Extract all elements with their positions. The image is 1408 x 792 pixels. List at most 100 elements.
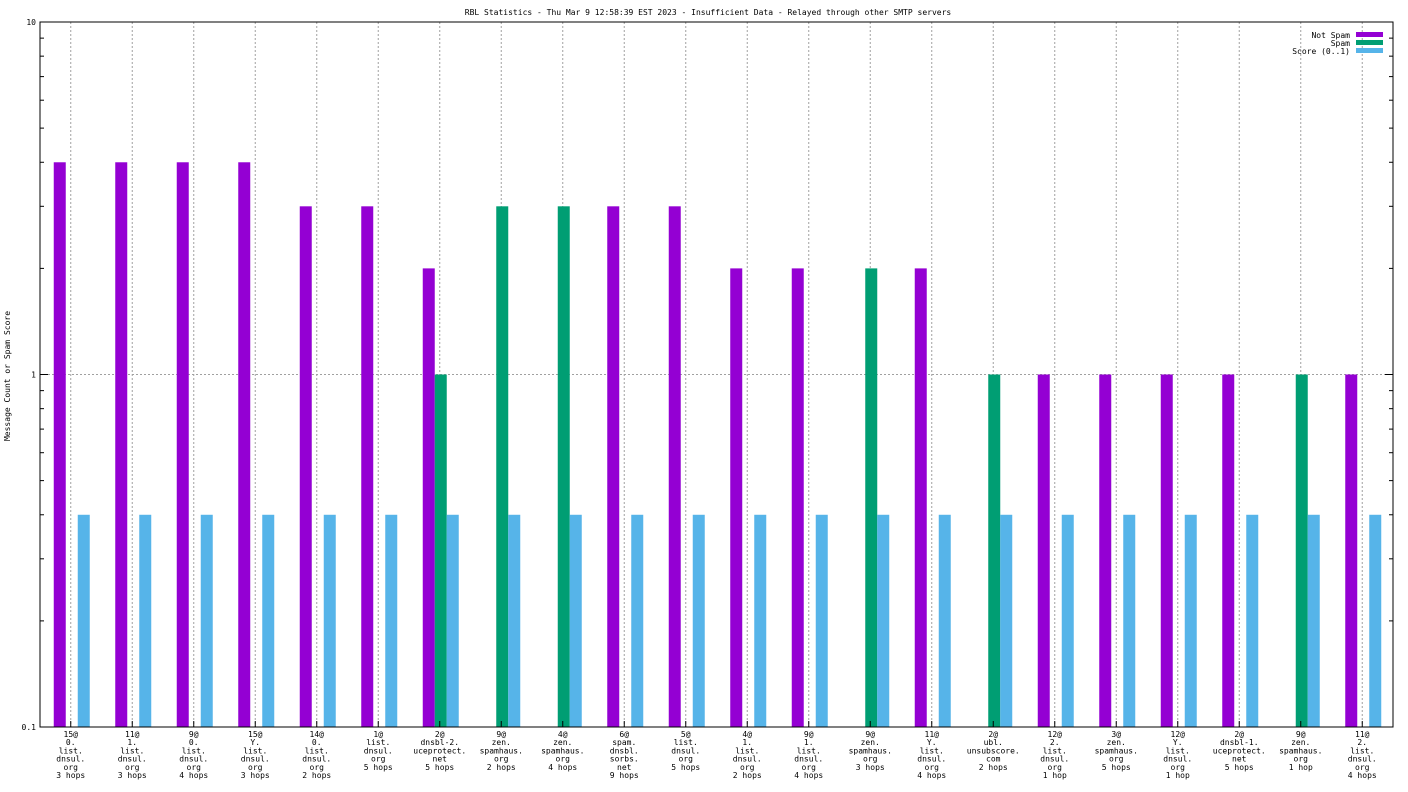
x-tick-label: 1. (804, 738, 814, 747)
x-tick-label: dnsul. (179, 755, 208, 764)
x-tick-label: dnsul. (364, 746, 393, 755)
x-tick-label: 4@ (742, 730, 752, 739)
x-tick-label: 2@ (988, 730, 998, 739)
legend-swatch (1356, 40, 1383, 45)
x-tick-label: 1 hop (1289, 763, 1313, 772)
bar-score-0-1--20 (1307, 514, 1320, 727)
x-tick-label: 1. (127, 738, 137, 747)
x-tick-label: dnsbl-1. (1220, 738, 1259, 747)
plot-frame (39, 21, 1394, 728)
x-tick-label: 3@ (1111, 730, 1121, 739)
x-tick-label: 11@ (125, 730, 140, 739)
x-tick-label: 14@ (310, 730, 325, 739)
x-tick-label: 0. (66, 738, 76, 747)
x-tick-label: unsubscore. (967, 746, 1020, 755)
x-tick-label: org (1171, 763, 1186, 772)
x-tick-label: uceprotect. (413, 746, 466, 755)
x-tick-label: zen. (553, 738, 572, 747)
legend-label: Spam (1331, 39, 1350, 48)
x-tick-label: org (556, 755, 571, 764)
x-tick-label: org (925, 763, 940, 772)
bar-score-0-1--19 (1246, 514, 1259, 727)
x-tick-label: list. (59, 746, 83, 755)
x-tick-label: org (1294, 755, 1309, 764)
x-tick-label: ubl. (984, 738, 1003, 747)
y-axis-ticks: 0.1 1 10 (22, 18, 1393, 732)
bar-score-0-1--15 (1000, 514, 1013, 727)
x-tick-label: 5 hops (364, 763, 393, 772)
bar-spam-20 (1295, 374, 1308, 727)
bar-not-spam-3 (238, 162, 251, 727)
bar-spam-13 (865, 268, 878, 727)
x-tick-label: 2@ (1234, 730, 1244, 739)
legend-swatch (1356, 32, 1383, 37)
x-tick-label: list. (920, 746, 944, 755)
x-tick-label: spamhaus. (541, 746, 584, 755)
x-tick-label: net (433, 755, 448, 764)
x-tick-label: net (1232, 755, 1247, 764)
legend-label: Score (0..1) (1292, 47, 1350, 56)
bar-not-spam-2 (176, 162, 189, 727)
x-tick-label: org (1355, 763, 1370, 772)
x-tick-label: list. (1350, 746, 1374, 755)
x-tick-label: dnsul. (733, 755, 762, 764)
x-tick-label: 0. (189, 738, 199, 747)
bar-score-0-1--21 (1369, 514, 1382, 727)
chart-title: RBL Statistics - Thu Mar 9 12:58:39 EST … (465, 8, 952, 17)
bar-score-0-1--10 (692, 514, 705, 727)
bars (53, 162, 1382, 727)
x-tick-label: Y. (927, 738, 937, 747)
x-tick-label: org (679, 755, 694, 764)
x-tick-label: 5 hops (1225, 763, 1254, 772)
x-tick-label: 4 hops (794, 771, 823, 780)
bar-score-0-1--1 (139, 514, 152, 727)
x-tick-label: 15@ (248, 730, 263, 739)
x-tick-label: list. (120, 746, 144, 755)
x-tick-label: org (1048, 763, 1063, 772)
y-axis-label: Message Count or Spam Score (3, 311, 12, 441)
x-tick-label: 9@ (189, 730, 199, 739)
x-tick-label: 5 hops (671, 763, 700, 772)
bar-not-spam-0 (53, 162, 66, 727)
x-tick-label: 15@ (64, 730, 79, 739)
bar-not-spam-10 (668, 206, 681, 727)
bar-not-spam-9 (607, 206, 620, 727)
bar-not-spam-18 (1160, 374, 1173, 727)
x-tick-label: org (740, 763, 755, 772)
x-tick-label: org (187, 763, 202, 772)
x-tick-label: 6@ (619, 730, 629, 739)
x-tick-label: dnsul. (1163, 755, 1192, 764)
x-tick-label: org (494, 755, 509, 764)
bar-spam-7 (496, 206, 509, 727)
x-tick-label: dnsul. (302, 755, 331, 764)
bar-score-0-1--0 (77, 514, 90, 727)
bar-not-spam-14 (914, 268, 927, 727)
x-tick-label: zen. (1107, 738, 1126, 747)
x-tick-label: com (986, 755, 1001, 764)
x-tick-label: org (64, 763, 79, 772)
bar-score-0-1--4 (323, 514, 336, 727)
x-tick-label: spamhaus. (480, 746, 523, 755)
x-tick-label: list. (182, 746, 206, 755)
x-tick-label: 4@ (558, 730, 568, 739)
x-tick-label: list. (243, 746, 267, 755)
x-tick-label: list. (366, 738, 390, 747)
x-tick-label: dnsbl-2. (420, 738, 459, 747)
x-tick-label: 2 hops (733, 771, 762, 780)
y-tick-label: 1 (31, 371, 36, 380)
x-tick-label: 5@ (681, 730, 691, 739)
bar-spam-6 (434, 374, 447, 727)
x-tick-label: zen. (492, 738, 511, 747)
x-tick-label: org (125, 763, 140, 772)
y-tick-label: 10 (26, 18, 36, 27)
x-tick-label: 2 hops (302, 771, 331, 780)
bar-score-0-1--9 (631, 514, 644, 727)
bar-not-spam-16 (1037, 374, 1050, 727)
x-tick-label: dnsul. (917, 755, 946, 764)
bar-not-spam-12 (791, 268, 804, 727)
x-tick-label: dnsul. (56, 755, 85, 764)
x-tick-label: list. (305, 746, 329, 755)
x-tick-label: org (248, 763, 263, 772)
